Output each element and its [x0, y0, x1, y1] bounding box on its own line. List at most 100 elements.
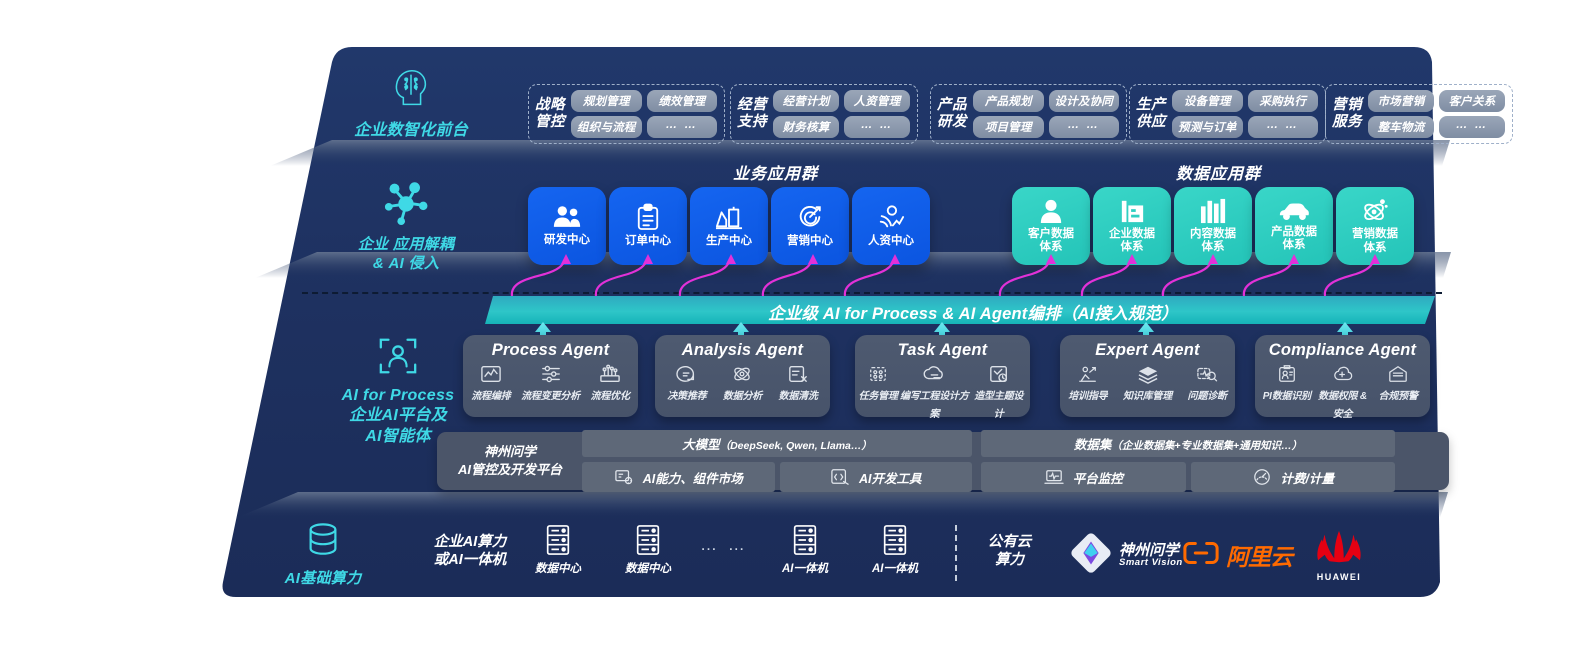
band-shelf-1 — [270, 140, 1450, 166]
group-title: 经营 支持 — [737, 96, 767, 130]
person-icon — [1039, 198, 1063, 224]
huawei-logo — [1312, 528, 1366, 571]
app-card-label: 订单中心 — [625, 235, 671, 248]
app-card-customer-data[interactable]: 客户数据 体系 — [1012, 187, 1090, 265]
monitor-pulse-icon — [1044, 468, 1064, 486]
speech-idea-icon — [661, 364, 713, 384]
group-cell[interactable]: 组织与流程 — [571, 116, 642, 138]
agent-function[interactable]: 合规预警 — [1370, 364, 1426, 422]
agent-function[interactable]: 数据权限 & 安全 — [1315, 364, 1371, 422]
infra-node-0[interactable]: 数据中心 — [518, 524, 598, 577]
brand-aliyun[interactable]: 阿里云 — [1183, 538, 1293, 572]
decouple-node-icon — [316, 180, 496, 231]
agent-function[interactable]: 问题诊断 — [1183, 364, 1231, 404]
cluster-title-data: 数据应用群 — [1176, 166, 1262, 183]
rail-label-ai-process: AI for Process 企业AI平台及 AI智能体 — [341, 387, 455, 445]
front-office-group-2[interactable]: 产品 研发 产品规划 设计及协同 项目管理 … … — [930, 84, 1127, 144]
infra-enterprise-compute: 企业AI算力 或AI一体机 — [400, 533, 540, 569]
building-icon — [1120, 198, 1145, 224]
group-cell-more[interactable]: … … — [1247, 116, 1318, 138]
agent-card-task[interactable]: Task Agent 任务管理 编写工程设计方案 造型主题设计 — [855, 335, 1030, 420]
agent-card-process[interactable]: Process Agent 流程编排 流程变更分析 流程优化 — [463, 335, 638, 417]
agent-card-expert[interactable]: Expert Agent 培训指导 知识库管理 问题诊断 — [1060, 335, 1235, 417]
agent-function[interactable]: 造型主题设计 — [969, 364, 1028, 422]
platform-dataset-header: 数据集（企业数据集+专业数据集+通用知识…） — [981, 430, 1395, 457]
group-cell[interactable]: 整车物流 — [1368, 116, 1434, 138]
group-cell[interactable]: 项目管理 — [973, 116, 1044, 138]
agent-card-compliance[interactable]: Compliance Agent PI数据识别 数据权限 & 安全 合规预警 — [1255, 335, 1430, 420]
agent-card-analysis[interactable]: Analysis Agent 决策推荐 数据分析 数据清洗 — [655, 335, 830, 417]
rail-item-front-office: 企业数智化前台 — [326, 66, 496, 141]
rail-label-decoupling: 企业 应用解耦 & AI 侵入 — [357, 236, 455, 273]
group-cell-more[interactable]: … … — [1048, 116, 1119, 138]
agent-function[interactable]: 培训指导 — [1064, 364, 1112, 404]
platform-button-ai-market[interactable]: AI能力、组件市场 — [582, 462, 775, 492]
group-cell[interactable]: 人资管理 — [844, 90, 910, 112]
app-card-label: 人资中心 — [868, 234, 914, 247]
brand-huawei[interactable]: HUAWEI — [1312, 528, 1366, 582]
group-cell-more[interactable]: … … — [844, 116, 910, 138]
group-cell[interactable]: 设备管理 — [1172, 90, 1243, 112]
agent-function[interactable]: 决策推荐 — [661, 364, 713, 404]
group-cell-more[interactable]: … … — [646, 116, 717, 138]
group-title: 营销 服务 — [1332, 96, 1362, 130]
app-card-order-center[interactable]: 订单中心 — [609, 187, 687, 265]
infra-node-2[interactable]: AI一体机 — [765, 524, 845, 577]
platform-dataset-subtitle: （企业数据集+专业数据集+通用知识…） — [1111, 440, 1303, 452]
group-cell[interactable]: 采购执行 — [1247, 90, 1318, 112]
agent-function[interactable]: 流程编排 — [467, 364, 515, 404]
agent-function-label: 问题诊断 — [1187, 391, 1227, 402]
group-cell[interactable]: 经营计划 — [773, 90, 839, 112]
users-icon — [552, 204, 582, 230]
brain-head-icon — [326, 66, 496, 117]
platform-button-monitoring[interactable]: 平台监控 — [981, 462, 1186, 492]
server-icon — [855, 524, 935, 556]
platform-button-label: AI能力、组件市场 — [642, 471, 743, 486]
app-card-label: 内容数据 体系 — [1190, 227, 1236, 253]
agent-function[interactable]: PI数据识别 — [1259, 364, 1315, 422]
app-card-content-data[interactable]: 内容数据 体系 — [1174, 187, 1252, 265]
agent-function[interactable]: 数据分析 — [716, 364, 768, 404]
app-card-label: 营销数据 体系 — [1352, 228, 1398, 254]
app-card-product-data[interactable]: 产品数据 体系 — [1255, 187, 1333, 265]
app-card-marketing-data[interactable]: 营销数据 体系 — [1336, 187, 1414, 265]
design-clock-icon — [969, 364, 1028, 384]
agent-function[interactable]: 知识库管理 — [1112, 364, 1184, 404]
infra-node-1[interactable]: 数据中心 — [608, 524, 688, 577]
group-cell[interactable]: 财务核算 — [773, 116, 839, 138]
platform-button-label: 平台监控 — [1072, 471, 1123, 486]
group-cell[interactable]: 市场营销 — [1368, 90, 1434, 112]
group-cell[interactable]: 设计及协同 — [1048, 90, 1119, 112]
front-office-group-1[interactable]: 经营 支持 经营计划 人资管理 财务核算 … … — [730, 84, 918, 144]
agent-function-label: 知识库管理 — [1123, 391, 1172, 402]
app-card-rd-center[interactable]: 研发中心 — [528, 187, 606, 265]
group-cell-more[interactable]: … … — [1439, 116, 1505, 138]
app-card-marketing-center[interactable]: 营销中心 — [771, 187, 849, 265]
app-card-hr-center[interactable]: 人资中心 — [852, 187, 930, 265]
app-card-enterprise-data[interactable]: 企业数据 体系 — [1093, 187, 1171, 265]
group-cell[interactable]: 规划管理 — [571, 90, 642, 112]
ai-platform-strip: 神州问学 AI管控及开发平台 大模型（DeepSeek, Qwen, Llama… — [437, 430, 1449, 492]
bars-icon — [1200, 198, 1227, 224]
agent-function[interactable]: 流程变更分析 — [515, 364, 587, 404]
group-cell[interactable]: 预测与订单 — [1172, 116, 1243, 138]
platform-button-billing[interactable]: 计费/计量 — [1190, 462, 1395, 492]
gauge-icon — [1252, 468, 1272, 486]
agent-function[interactable]: 流程优化 — [586, 364, 634, 404]
front-office-group-3[interactable]: 生产 供应 设备管理 采购执行 预测与订单 … … — [1129, 84, 1326, 144]
group-cell[interactable]: 产品规划 — [973, 90, 1044, 112]
brand-smartvision[interactable]: 神州问学 Smart Vision — [1070, 532, 1183, 579]
agent-function[interactable]: 编写工程设计方案 — [899, 364, 969, 422]
band-shelf-3 — [236, 492, 1448, 518]
infra-node-label: 数据中心 — [625, 563, 671, 575]
agent-function[interactable]: 数据清洗 — [772, 364, 824, 404]
group-cell[interactable]: 客户关系 — [1439, 90, 1505, 112]
agent-function[interactable]: 任务管理 — [857, 364, 899, 422]
app-card-production-center[interactable]: 生产中心 — [690, 187, 768, 265]
group-cell[interactable]: 绩效管理 — [646, 90, 717, 112]
infra-node-3[interactable]: AI一体机 — [855, 524, 935, 577]
front-office-group-0[interactable]: 战略 管控 规划管理 绩效管理 组织与流程 … … — [528, 84, 725, 144]
front-office-group-4[interactable]: 营销 服务 市场营销 客户关系 整车物流 … … — [1325, 84, 1513, 144]
platform-button-dev-tools[interactable]: AI开发工具 — [779, 462, 972, 492]
agent-function-label: 决策推荐 — [667, 391, 707, 402]
